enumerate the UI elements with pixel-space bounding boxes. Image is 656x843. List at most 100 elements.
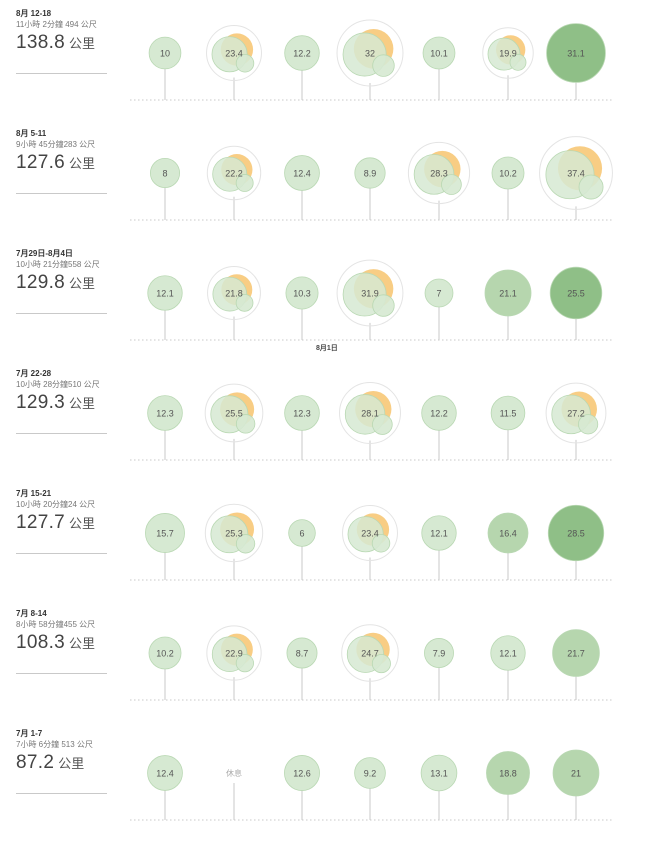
day-value-label: 12.4 [156,769,174,779]
day-value-label: 22.9 [225,649,243,659]
short-run-bubble [235,654,254,673]
day-value-label: 6 [299,529,304,539]
day-bubble-halo [206,625,262,681]
day-bubble [284,155,320,191]
day-bubble [552,629,600,677]
week-total: 87.2 公里 [16,752,84,774]
week-date-range: 7月 15-21 [16,489,52,498]
week-date-range: 7月29日-8月4日 [16,249,73,258]
week-duration: 10小時 21分鐘558 公尺 [16,260,100,269]
day-bubble [285,276,319,310]
week-row: 7月 8-14 8小時 58分鐘455 公尺 108.3 公里 10.2 22.9 8.7 2… [0,608,656,723]
day-value-label: 28.5 [567,529,585,539]
day-bubble-halo [407,141,471,205]
day-value-label: 12.3 [156,409,174,419]
day-value-label: 10 [160,49,170,59]
week-duration: 11小時 2分鐘 494 公尺 [16,20,97,29]
week-summary-divider [16,673,107,674]
day-bubble [284,35,320,71]
day-value-label: 12.2 [430,409,448,419]
day-bubble [546,23,606,83]
week-total-unit: 公里 [69,156,96,171]
day-value-label: 23.4 [225,49,243,59]
week-bubble-chart: 10 23.4 12.2 32 10.1 19.9 31.1 [130,19,612,101]
short-run-bubble [235,54,255,73]
week-total: 129.3 公里 [16,392,95,414]
day-bubble [422,36,456,70]
week-bubble-chart: 12.3 25.5 12.3 28.1 12.2 11.5 27.2 [130,382,612,461]
short-run-bubble [235,294,254,312]
week-total-unit: 公里 [69,516,96,531]
day-bubble-halo [545,382,607,444]
day-bubble [491,156,525,190]
week-duration: 8小時 58分鐘455 公尺 [16,620,96,629]
short-run-bubble [372,294,395,317]
day-value-label: 7.9 [433,649,446,659]
day-value-label: 32 [365,49,375,59]
week-total-value: 87.2 [16,752,55,773]
day-bubble [421,515,457,551]
week-duration: 7小時 6分鐘 513 公尺 [16,740,93,749]
day-bubble [487,512,529,554]
day-bubble [354,757,386,789]
day-bubble-halo [342,505,398,561]
day-bubble-halo [204,383,264,443]
day-bubble-halo [539,136,613,210]
week-duration: 10小時 28分鐘510 公尺 [16,380,100,389]
day-bubble [148,36,182,70]
week-total: 138.8 公里 [16,32,95,54]
day-value-label: 21.8 [225,289,243,299]
day-value-label: 15.7 [156,529,174,539]
short-run-bubble [578,174,604,200]
week-total-value: 127.6 [16,152,66,173]
day-value-label: 31.1 [567,49,585,59]
date-marker-label: 8月1日 [316,345,338,352]
day-bubble [421,395,457,431]
week-duration: 10小時 20分鐘24 公尺 [16,500,96,509]
day-bubble [145,513,185,553]
day-value-label: 18.8 [499,769,517,779]
day-value-label: 8.9 [364,169,377,179]
short-run-bubble [371,654,391,674]
day-value-label: 7 [436,289,441,299]
day-value-label: 25.3 [225,529,243,539]
week-total-unit: 公里 [69,276,96,291]
day-value-label: 23.4 [361,529,379,539]
day-bubble [486,751,530,795]
day-value-label: 16.4 [499,529,517,539]
day-bubble-halo [339,382,401,444]
week-total-value: 108.3 [16,632,66,653]
day-value-label: 21.1 [499,289,517,299]
short-run-bubble [235,174,254,192]
day-value-label: 9.2 [364,769,377,779]
day-bubble-halo [207,266,261,320]
week-total: 129.8 公里 [16,272,95,294]
day-bubble-halo [482,27,534,79]
short-run-bubble [371,534,391,553]
day-bubble [284,755,320,791]
day-bubble [490,635,526,671]
day-bubble [424,638,454,668]
day-bubble [547,504,605,562]
day-value-label: 25.5 [567,289,585,299]
week-row: 7月29日-8月4日 10小時 21分鐘558 公尺 129.8 公里 12.1 21.8… [0,248,656,363]
day-value-label: 19.9 [499,49,517,59]
day-value-label: 12.1 [499,649,517,659]
week-date-range: 7月 1-7 [16,729,43,738]
week-bubble-chart: 15.7 25.3 6 23.4 12.1 16.4 28.5 [130,503,612,581]
week-total-value: 129.3 [16,392,66,413]
week-summary-divider [16,193,107,194]
day-value-label: 12.1 [156,289,174,299]
week-date-range: 8月 12-18 [16,9,52,18]
short-run-bubble [509,53,527,71]
day-bubble [552,749,600,797]
week-bubble-chart: 12.1 21.8 10.3 31.9 7 21.1 25.5 [130,259,612,341]
week-total-value: 138.8 [16,32,66,53]
short-run-bubble [372,414,393,435]
week-total-unit: 公里 [58,756,85,771]
week-bubble-chart: 10.2 22.9 8.7 24.7 7.9 12.1 21.7 [130,624,612,701]
day-value-label: 12.2 [293,49,311,59]
short-run-bubble [235,414,256,434]
day-bubble-halo [336,19,404,87]
week-total-unit: 公里 [69,396,96,411]
